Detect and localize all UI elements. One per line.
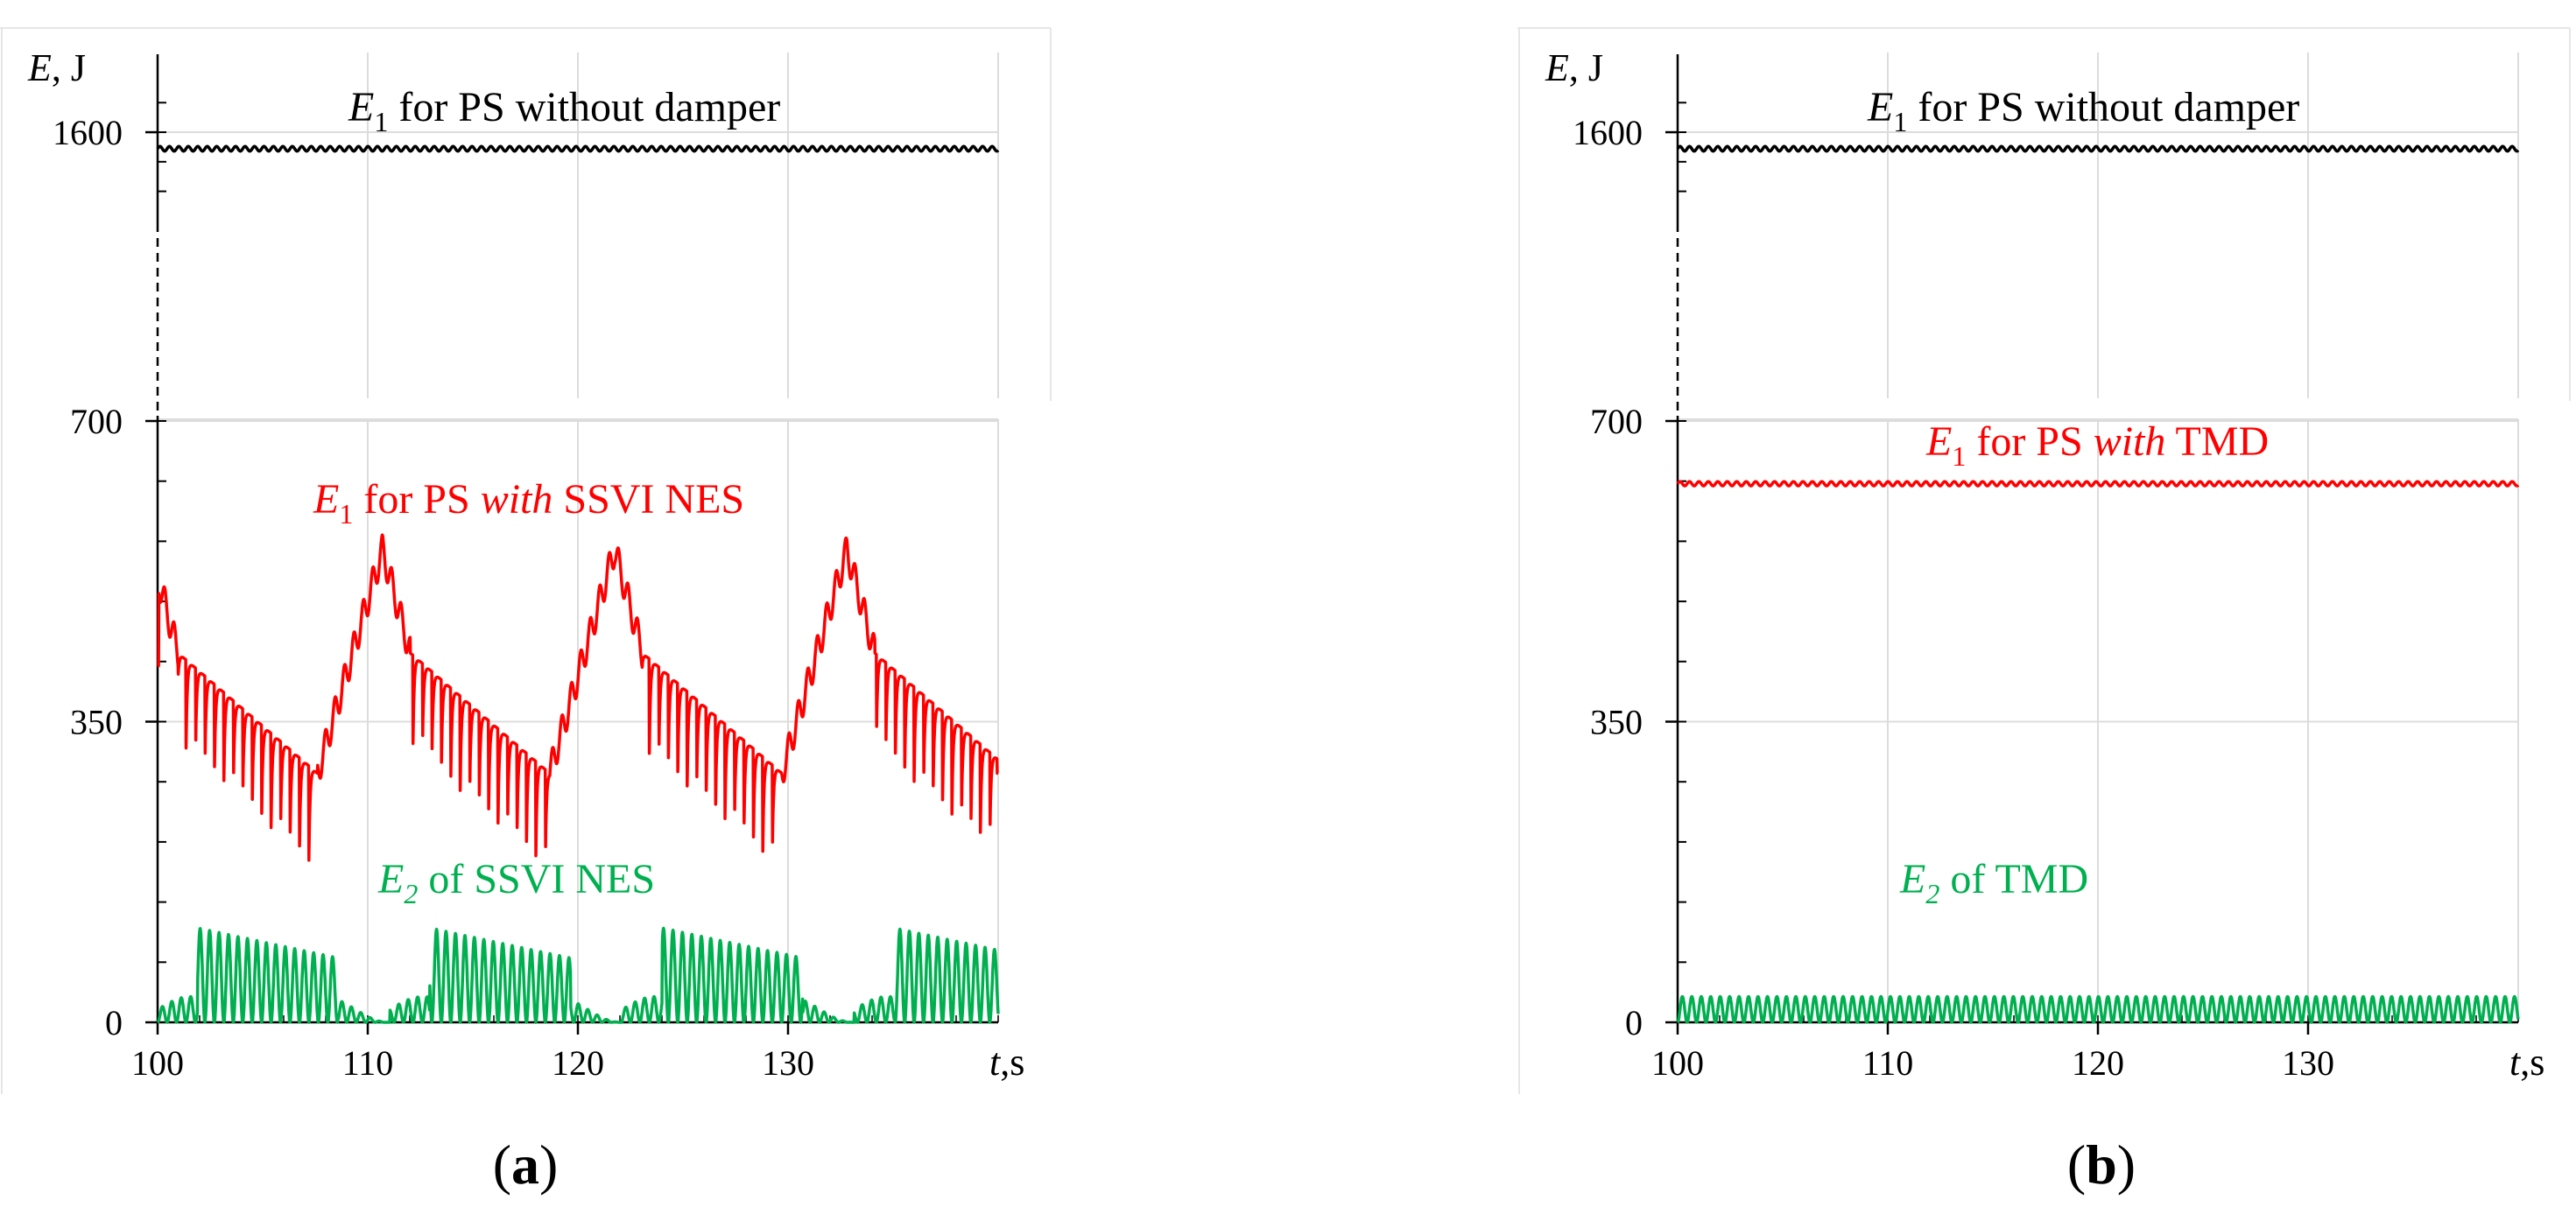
annotation-subscript: 1 [339,498,353,530]
y-axis-label: E, J [27,46,86,89]
annotation-text-part: with [2094,418,2166,465]
annotation-text-part: for PS without damper [388,84,780,130]
annotation-text-part: of TMD [1939,856,2088,902]
annotation-subscript: 2 [404,878,418,909]
panel-label-letter: a [511,1133,539,1196]
annotation-text-part: with [481,476,553,523]
annotation-e2: E2 of TMD [1899,856,2088,909]
series-line-e1_damped [1676,480,2520,488]
panel-label-paren: ) [539,1133,558,1196]
annotation-text-part: TMD [2165,418,2269,465]
annotation-text-part: of SSVI NES [418,856,655,902]
x-axis-label: t,s [2509,1041,2544,1084]
x-tick-label: 120 [2072,1043,2124,1083]
y-tick-label: 700 [1590,402,1643,441]
annotation-text-part: SSVI NES [553,476,744,523]
panel-label: (b) [2067,1133,2136,1196]
y-axis-label-unit: , J [1569,46,1603,89]
x-axis-label-unit: ,s [1000,1041,1024,1084]
annotation-subscript: 2 [1925,878,1939,909]
series-line-e2 [1676,994,2520,1024]
annotation-e1_free: E1 for PS without damper [1867,84,2299,137]
panel-label-paren: ( [493,1133,511,1196]
x-tick-label: 130 [2282,1043,2334,1083]
annotation-subscript: 1 [1952,440,1966,472]
annotation-text-part: for PS [1966,418,2093,465]
annotation-text-part: for PS without damper [1907,84,2299,130]
y-tick-label: 1600 [53,113,123,152]
annotation-e1_damped: E1 for PS with SSVI NES [313,476,744,530]
panel-label-paren: ( [2067,1133,2086,1196]
annotation-text-part: for PS [353,476,480,523]
y-axis-label-symbol: E [27,46,52,89]
y-tick-label: 700 [70,402,123,441]
annotation-subscript: 1 [1893,106,1907,137]
series-line-e2 [156,926,1000,1024]
y-tick-label: 0 [1625,1003,1643,1042]
annotation-symbol: E [1899,856,1925,902]
x-tick-label: 100 [1651,1043,1704,1083]
series-line-e1_free [156,144,1000,153]
annotation-symbol: E [1867,84,1893,130]
annotation-symbol: E [1925,418,1952,465]
annotation-e1_damped: E1 for PS with TMD [1925,418,2269,472]
series-line-e1_free [1676,144,2520,153]
series-line-e1_damped [156,533,1000,862]
x-tick-label: 120 [552,1043,604,1083]
y-axis-label-symbol: E [1545,46,1569,89]
panel-label-paren: ) [2117,1133,2136,1196]
x-tick-label: 100 [131,1043,184,1083]
annotation-e1_free: E1 for PS without damper [348,84,780,137]
annotation-e2: E2 of SSVI NES [377,856,655,909]
x-axis-label-symbol: t [2509,1041,2522,1084]
annotation-symbol: E [313,476,339,523]
x-tick-label: 130 [762,1043,814,1083]
panel-label-letter: b [2086,1133,2117,1196]
x-axis-label-symbol: t [989,1041,1002,1084]
annotation-symbol: E [377,856,404,902]
panel-label: (a) [493,1133,559,1196]
y-tick-label: 350 [1590,703,1643,742]
y-tick-label: 350 [70,703,123,742]
y-axis-label-unit: , J [52,46,86,89]
y-axis-label: E, J [1545,46,1603,89]
x-axis-label-unit: ,s [2520,1041,2544,1084]
x-tick-label: 110 [1862,1043,1914,1083]
y-tick-label: 0 [105,1003,123,1042]
x-tick-label: 110 [342,1043,394,1083]
annotation-symbol: E [348,84,374,130]
x-axis-label: t,s [989,1041,1024,1084]
annotation-subscript: 1 [374,106,388,137]
y-tick-label: 1600 [1573,113,1643,152]
